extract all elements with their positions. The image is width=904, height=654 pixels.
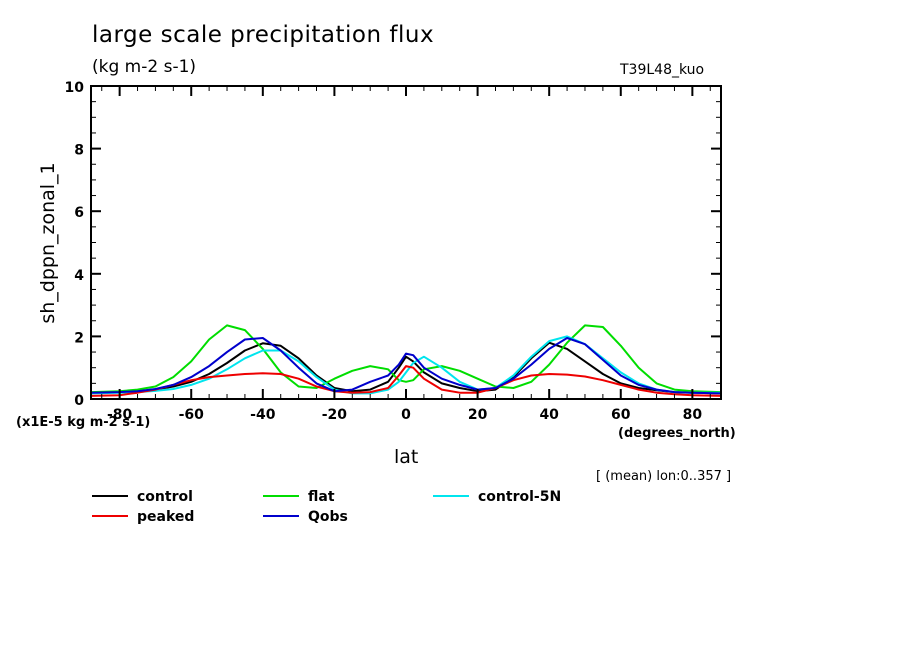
y-tick-label: 6 xyxy=(74,205,84,221)
series-line-control xyxy=(90,341,722,395)
x-tick-label: -20 xyxy=(322,407,348,423)
x-tick-label: 40 xyxy=(539,407,559,423)
y-tick-label: 0 xyxy=(74,393,84,409)
legend-label: peaked xyxy=(137,509,194,525)
legend-item-control-5n: control-5N xyxy=(433,489,561,505)
series-line-flat xyxy=(90,324,722,394)
legend-item-peaked: peaked xyxy=(92,509,194,525)
run-label: T39L48_kuo xyxy=(620,62,705,78)
series-line-peaked xyxy=(90,365,722,397)
chart-subtitle-units: (kg m-2 s-1) xyxy=(92,57,197,77)
y-tick-label: 2 xyxy=(74,330,84,346)
series-layer xyxy=(90,324,722,397)
y-scale-note: (x1E-5 kg m-2 s-1) xyxy=(16,415,151,430)
legend-item-flat: flat xyxy=(263,489,335,505)
legend-item-qobs: Qobs xyxy=(263,509,348,525)
y-tick-label: 8 xyxy=(74,143,84,159)
series-line-qobs xyxy=(90,337,722,395)
legend-label: Qobs xyxy=(308,509,348,525)
legend-item-control: control xyxy=(92,489,193,505)
x-tick-label: -80 xyxy=(107,407,133,423)
chart-title: large scale precipitation flux xyxy=(92,22,435,48)
x-tick-label: -40 xyxy=(250,407,276,423)
y-tick-label: 10 xyxy=(65,80,85,96)
axes-layer: -80 -60 -40 -20 0 20 40 60 80 0 2 4 6 8 10 xyxy=(65,80,722,423)
x-axis-label: lat xyxy=(394,446,419,468)
legend-label: flat xyxy=(308,489,335,505)
x-tick-label: 20 xyxy=(468,407,488,423)
x-axis-units: (degrees_north) xyxy=(618,426,736,441)
x-tick-label: 80 xyxy=(683,407,703,423)
mean-note: [ (mean) lon:0..357 ] xyxy=(596,469,732,484)
legend-label: control xyxy=(137,489,193,505)
y-tick-label: 4 xyxy=(74,268,84,284)
legend: control flat control-5N peaked Qobs xyxy=(92,489,561,525)
legend-label: control-5N xyxy=(478,489,561,505)
x-tick-label: -60 xyxy=(179,407,205,423)
series-line-control-5n xyxy=(90,335,721,395)
x-tick-label: 0 xyxy=(401,407,411,423)
x-tick-label: 60 xyxy=(611,407,631,423)
